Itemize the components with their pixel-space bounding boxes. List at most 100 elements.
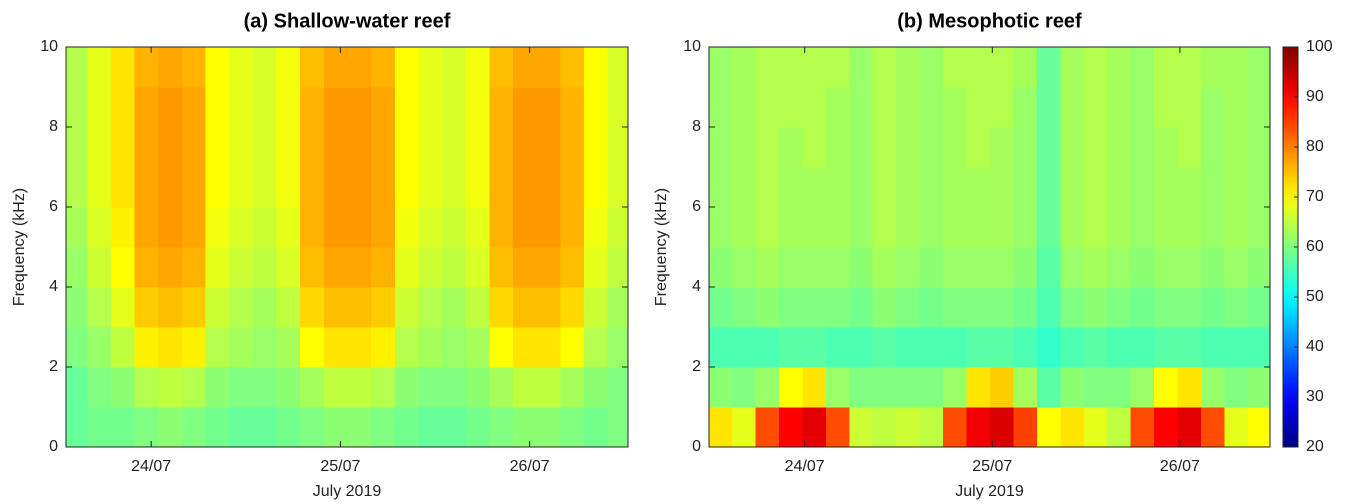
heat-cell bbox=[394, 127, 419, 168]
heat-cell bbox=[394, 247, 419, 288]
heat-cell bbox=[1247, 247, 1271, 288]
heat-cell bbox=[158, 407, 183, 448]
heat-cell bbox=[323, 287, 348, 328]
heat-cell bbox=[607, 47, 629, 88]
heat-cell bbox=[371, 327, 396, 368]
heat-cell bbox=[709, 367, 733, 408]
chart-title: (b) Mesophotic reef bbox=[897, 10, 1082, 32]
heat-cell bbox=[989, 327, 1014, 368]
heat-cell bbox=[778, 367, 803, 408]
y-tick-label: 2 bbox=[692, 358, 701, 375]
heat-cell bbox=[134, 167, 159, 208]
heat-cell bbox=[896, 327, 921, 368]
heat-cell bbox=[536, 247, 561, 288]
heat-cell bbox=[1060, 207, 1085, 248]
heat-cell bbox=[919, 407, 944, 448]
heat-cell bbox=[709, 207, 733, 248]
heat-cell bbox=[989, 207, 1014, 248]
heat-cell bbox=[87, 127, 112, 168]
heat-cell bbox=[418, 127, 443, 168]
heat-cell bbox=[896, 407, 921, 448]
heat-cell bbox=[731, 47, 756, 88]
heat-cell bbox=[1224, 407, 1249, 448]
heat-cell bbox=[584, 47, 609, 88]
heat-cell bbox=[300, 407, 325, 448]
heat-cell bbox=[1224, 367, 1249, 408]
heat-cell bbox=[755, 327, 780, 368]
heat-cell bbox=[755, 367, 780, 408]
heat-cell bbox=[276, 367, 301, 408]
heat-cell bbox=[465, 327, 490, 368]
heat-cell bbox=[943, 87, 968, 128]
heat-cell bbox=[1154, 367, 1179, 408]
heat-cell bbox=[87, 367, 112, 408]
heat-cell bbox=[489, 47, 514, 88]
heat-cell bbox=[513, 407, 538, 448]
heat-cell bbox=[252, 327, 278, 368]
heat-cell bbox=[1201, 287, 1226, 328]
heat-cell bbox=[1224, 127, 1249, 168]
heat-cell bbox=[1130, 87, 1155, 128]
heat-cell bbox=[1224, 207, 1249, 248]
heat-cell bbox=[872, 167, 897, 208]
heat-cell bbox=[989, 167, 1014, 208]
heat-cell bbox=[989, 287, 1014, 328]
heat-cell bbox=[1107, 287, 1132, 328]
heat-cell bbox=[465, 167, 490, 208]
colorbar-tick-label: 50 bbox=[1306, 288, 1324, 305]
heat-cell bbox=[110, 247, 136, 288]
heat-cell bbox=[1013, 127, 1038, 168]
heat-cell bbox=[323, 127, 348, 168]
heat-cell bbox=[394, 167, 419, 208]
heat-cell bbox=[1177, 47, 1202, 88]
heat-cell bbox=[465, 47, 490, 88]
heat-cell bbox=[276, 87, 301, 128]
heat-cell bbox=[394, 87, 419, 128]
heat-cell bbox=[872, 87, 897, 128]
heat-cell bbox=[943, 367, 968, 408]
heat-cell bbox=[489, 407, 514, 448]
heat-cell bbox=[536, 367, 561, 408]
heat-cell bbox=[1060, 407, 1085, 448]
heat-cell bbox=[158, 167, 183, 208]
heat-cell bbox=[560, 167, 585, 208]
heat-cell bbox=[560, 407, 585, 448]
heat-cell bbox=[560, 207, 585, 248]
y-tick-label: 6 bbox=[49, 198, 58, 215]
heat-cell bbox=[300, 247, 325, 288]
heat-cell bbox=[1036, 167, 1061, 208]
heat-cell bbox=[276, 327, 301, 368]
heat-cell bbox=[1154, 127, 1179, 168]
heat-cell bbox=[276, 167, 301, 208]
heat-cell bbox=[802, 287, 827, 328]
heat-cell bbox=[181, 287, 207, 328]
heat-cell bbox=[1201, 127, 1226, 168]
heat-cell bbox=[849, 87, 874, 128]
heat-cell bbox=[607, 287, 629, 328]
heat-cell bbox=[134, 407, 159, 448]
heat-cell bbox=[181, 87, 207, 128]
heat-cell bbox=[919, 327, 944, 368]
heat-cell bbox=[489, 87, 514, 128]
heat-cell bbox=[181, 327, 207, 368]
colorbar-tick-label: 40 bbox=[1306, 338, 1324, 355]
heat-cell bbox=[536, 47, 561, 88]
heat-cell bbox=[919, 367, 944, 408]
heat-cell bbox=[66, 247, 88, 288]
heat-cell bbox=[110, 47, 136, 88]
heat-cell bbox=[1060, 47, 1085, 88]
heat-cell bbox=[347, 167, 372, 208]
heat-cell bbox=[1154, 327, 1179, 368]
heat-cell bbox=[513, 47, 538, 88]
heat-cell bbox=[489, 127, 514, 168]
heat-cell bbox=[607, 407, 629, 448]
heat-cell bbox=[1083, 407, 1108, 448]
heat-cell bbox=[896, 367, 921, 408]
colorbar-tick-label: 90 bbox=[1306, 88, 1324, 105]
heat-cell bbox=[158, 247, 183, 288]
heat-cell bbox=[872, 287, 897, 328]
heat-cell bbox=[205, 127, 230, 168]
heat-cell bbox=[465, 367, 490, 408]
heat-cell bbox=[347, 87, 372, 128]
heat-cell bbox=[966, 47, 991, 88]
